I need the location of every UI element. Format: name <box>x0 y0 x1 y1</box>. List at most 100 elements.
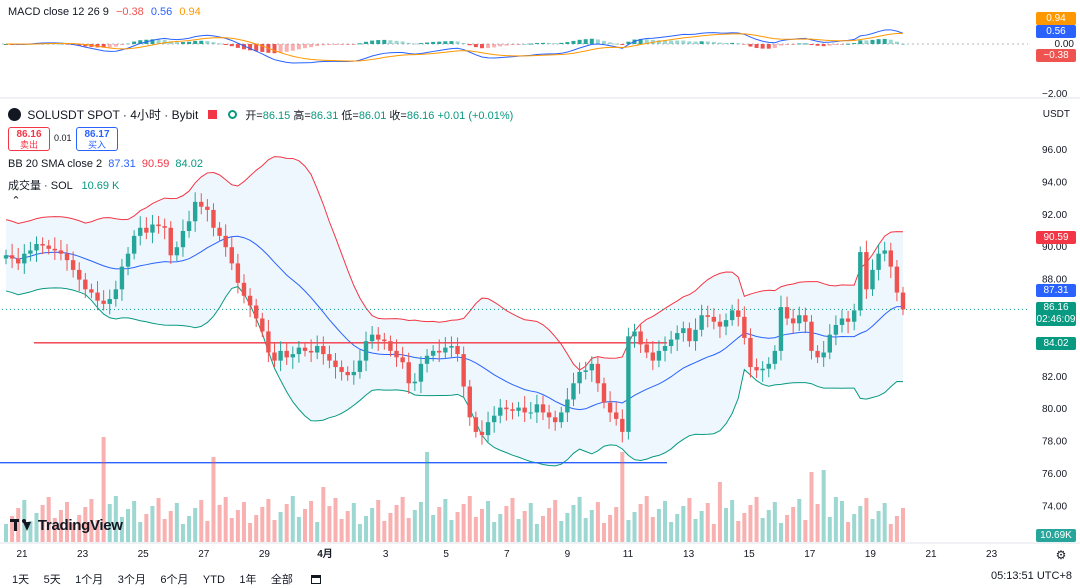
volume-bar <box>687 498 692 542</box>
candle-body <box>253 305 259 319</box>
period-3m[interactable]: 3个月 <box>117 574 146 586</box>
volume-bar <box>778 523 783 542</box>
y-tick-label: 74.00 <box>1042 501 1067 512</box>
calendar-icon[interactable] <box>311 575 322 584</box>
volume-bar <box>248 523 253 542</box>
period-all[interactable]: 全部 <box>270 574 293 586</box>
volume-bar <box>382 521 387 542</box>
bb-legend[interactable]: BB 20 SMA close 2 87.31 90.59 84.02 <box>8 158 203 170</box>
macd-hist-bar <box>663 40 668 44</box>
macd-hist-bar <box>382 39 387 44</box>
macd-hist-bar <box>174 42 179 44</box>
candle-body <box>583 370 588 372</box>
volume-bar <box>370 508 375 542</box>
flag-icon[interactable] <box>207 110 217 119</box>
macd-hist-bar <box>852 43 857 45</box>
candle-body <box>790 318 796 324</box>
macd-hist-bar <box>205 41 210 44</box>
settings-gear-icon[interactable]: ⚙ <box>1055 548 1067 562</box>
candle-body <box>168 227 173 256</box>
candle-body <box>144 227 149 233</box>
macd-hist-bar <box>168 41 173 44</box>
volume-bar <box>339 519 344 542</box>
period-1y[interactable]: 1年 <box>239 574 257 586</box>
clock-utc[interactable]: 05:13:51 UTC+8 <box>990 570 1072 582</box>
macd-hist-bar <box>693 41 698 44</box>
macd-hist-bar <box>827 44 832 46</box>
volume-bar <box>260 507 265 542</box>
macd-hist-bar <box>553 43 558 45</box>
macd-hist-bar <box>345 44 350 45</box>
volume-bar <box>534 524 539 542</box>
volume-bar <box>675 514 680 542</box>
buy-button[interactable]: 86.17 买入 <box>76 127 118 151</box>
candle-body <box>577 371 582 384</box>
sell-button[interactable]: 86.16 卖出 <box>8 127 50 151</box>
period-1m[interactable]: 1个月 <box>75 574 104 586</box>
period-1d[interactable]: 1天 <box>12 574 30 586</box>
volume-bar <box>309 501 314 542</box>
candle-body <box>528 412 533 414</box>
macd-hist-bar <box>833 44 838 45</box>
period-bar[interactable]: 1天 5天 1个月 3个月 6个月 YTD 1年 全部 <box>12 570 331 588</box>
candle-body <box>851 310 857 322</box>
volume-bar <box>827 517 832 542</box>
macd-hist-bar <box>894 41 899 44</box>
candle-body <box>778 307 784 351</box>
volume-legend[interactable]: 成交量 · SOL 10.69 K <box>8 177 119 193</box>
candle-body <box>748 337 753 368</box>
candle-body <box>809 321 814 351</box>
candle-body <box>89 289 94 293</box>
candle-body <box>491 415 497 423</box>
candle-body <box>64 253 70 261</box>
candle-body <box>186 221 192 231</box>
volume-bar <box>351 503 356 542</box>
currency-label[interactable]: USDT <box>1042 109 1070 120</box>
macd-legend[interactable]: MACD close 12 26 9 −0.38 0.56 0.94 <box>8 6 201 18</box>
x-tick-label: 13 <box>683 549 695 560</box>
macd-hist-bar <box>559 42 564 44</box>
candle-body <box>327 354 332 361</box>
candle-body <box>864 252 869 290</box>
period-ytd[interactable]: YTD <box>202 574 225 586</box>
period-6m[interactable]: 6个月 <box>160 574 189 586</box>
macd-hist-bar <box>229 44 234 47</box>
x-tick-label: 3 <box>383 549 389 560</box>
macd-hist-bar <box>705 41 710 44</box>
macd-hist-bar <box>876 39 881 44</box>
collapse-chevron-icon[interactable]: ⌃ <box>11 195 21 207</box>
candle-body <box>510 409 515 411</box>
candle-body <box>498 407 503 416</box>
tradingview-logo[interactable]: TradingView <box>10 517 123 534</box>
candle-body <box>156 224 161 227</box>
volume-bar <box>785 515 790 542</box>
macd-hist-bar <box>113 44 118 47</box>
symbol-legend[interactable]: SOLUSDT SPOT · 4小时 · Bybit 开=86.15 高=86.… <box>8 106 513 123</box>
volume-bar <box>95 520 100 542</box>
candle-body <box>394 350 399 358</box>
bb-mid-tag: 87.31 <box>1036 284 1076 297</box>
logo-text: TradingView <box>37 517 123 534</box>
volume-bar <box>138 522 143 542</box>
candle-body <box>315 346 320 353</box>
volume-bar <box>272 520 277 542</box>
macd-hist-bar <box>888 39 893 44</box>
macd-hist-bar <box>254 44 259 52</box>
candle-body <box>565 399 570 413</box>
macd-hist-bar <box>626 41 631 44</box>
macd-hist-bar <box>223 44 228 45</box>
close-value: 86.16 <box>406 110 435 122</box>
macd-hist-bar <box>479 44 484 49</box>
macd-hist-bar <box>803 43 808 45</box>
volume-bar <box>345 511 350 542</box>
volume-bar <box>394 505 399 542</box>
volume-bar <box>803 520 808 542</box>
candle-body <box>376 334 381 340</box>
volume-bar <box>663 501 668 542</box>
period-5d[interactable]: 5天 <box>43 574 61 586</box>
candle-body <box>839 318 845 325</box>
candle-body <box>119 266 125 290</box>
macd-hist-bar <box>742 44 747 45</box>
volume-bar <box>28 521 33 542</box>
